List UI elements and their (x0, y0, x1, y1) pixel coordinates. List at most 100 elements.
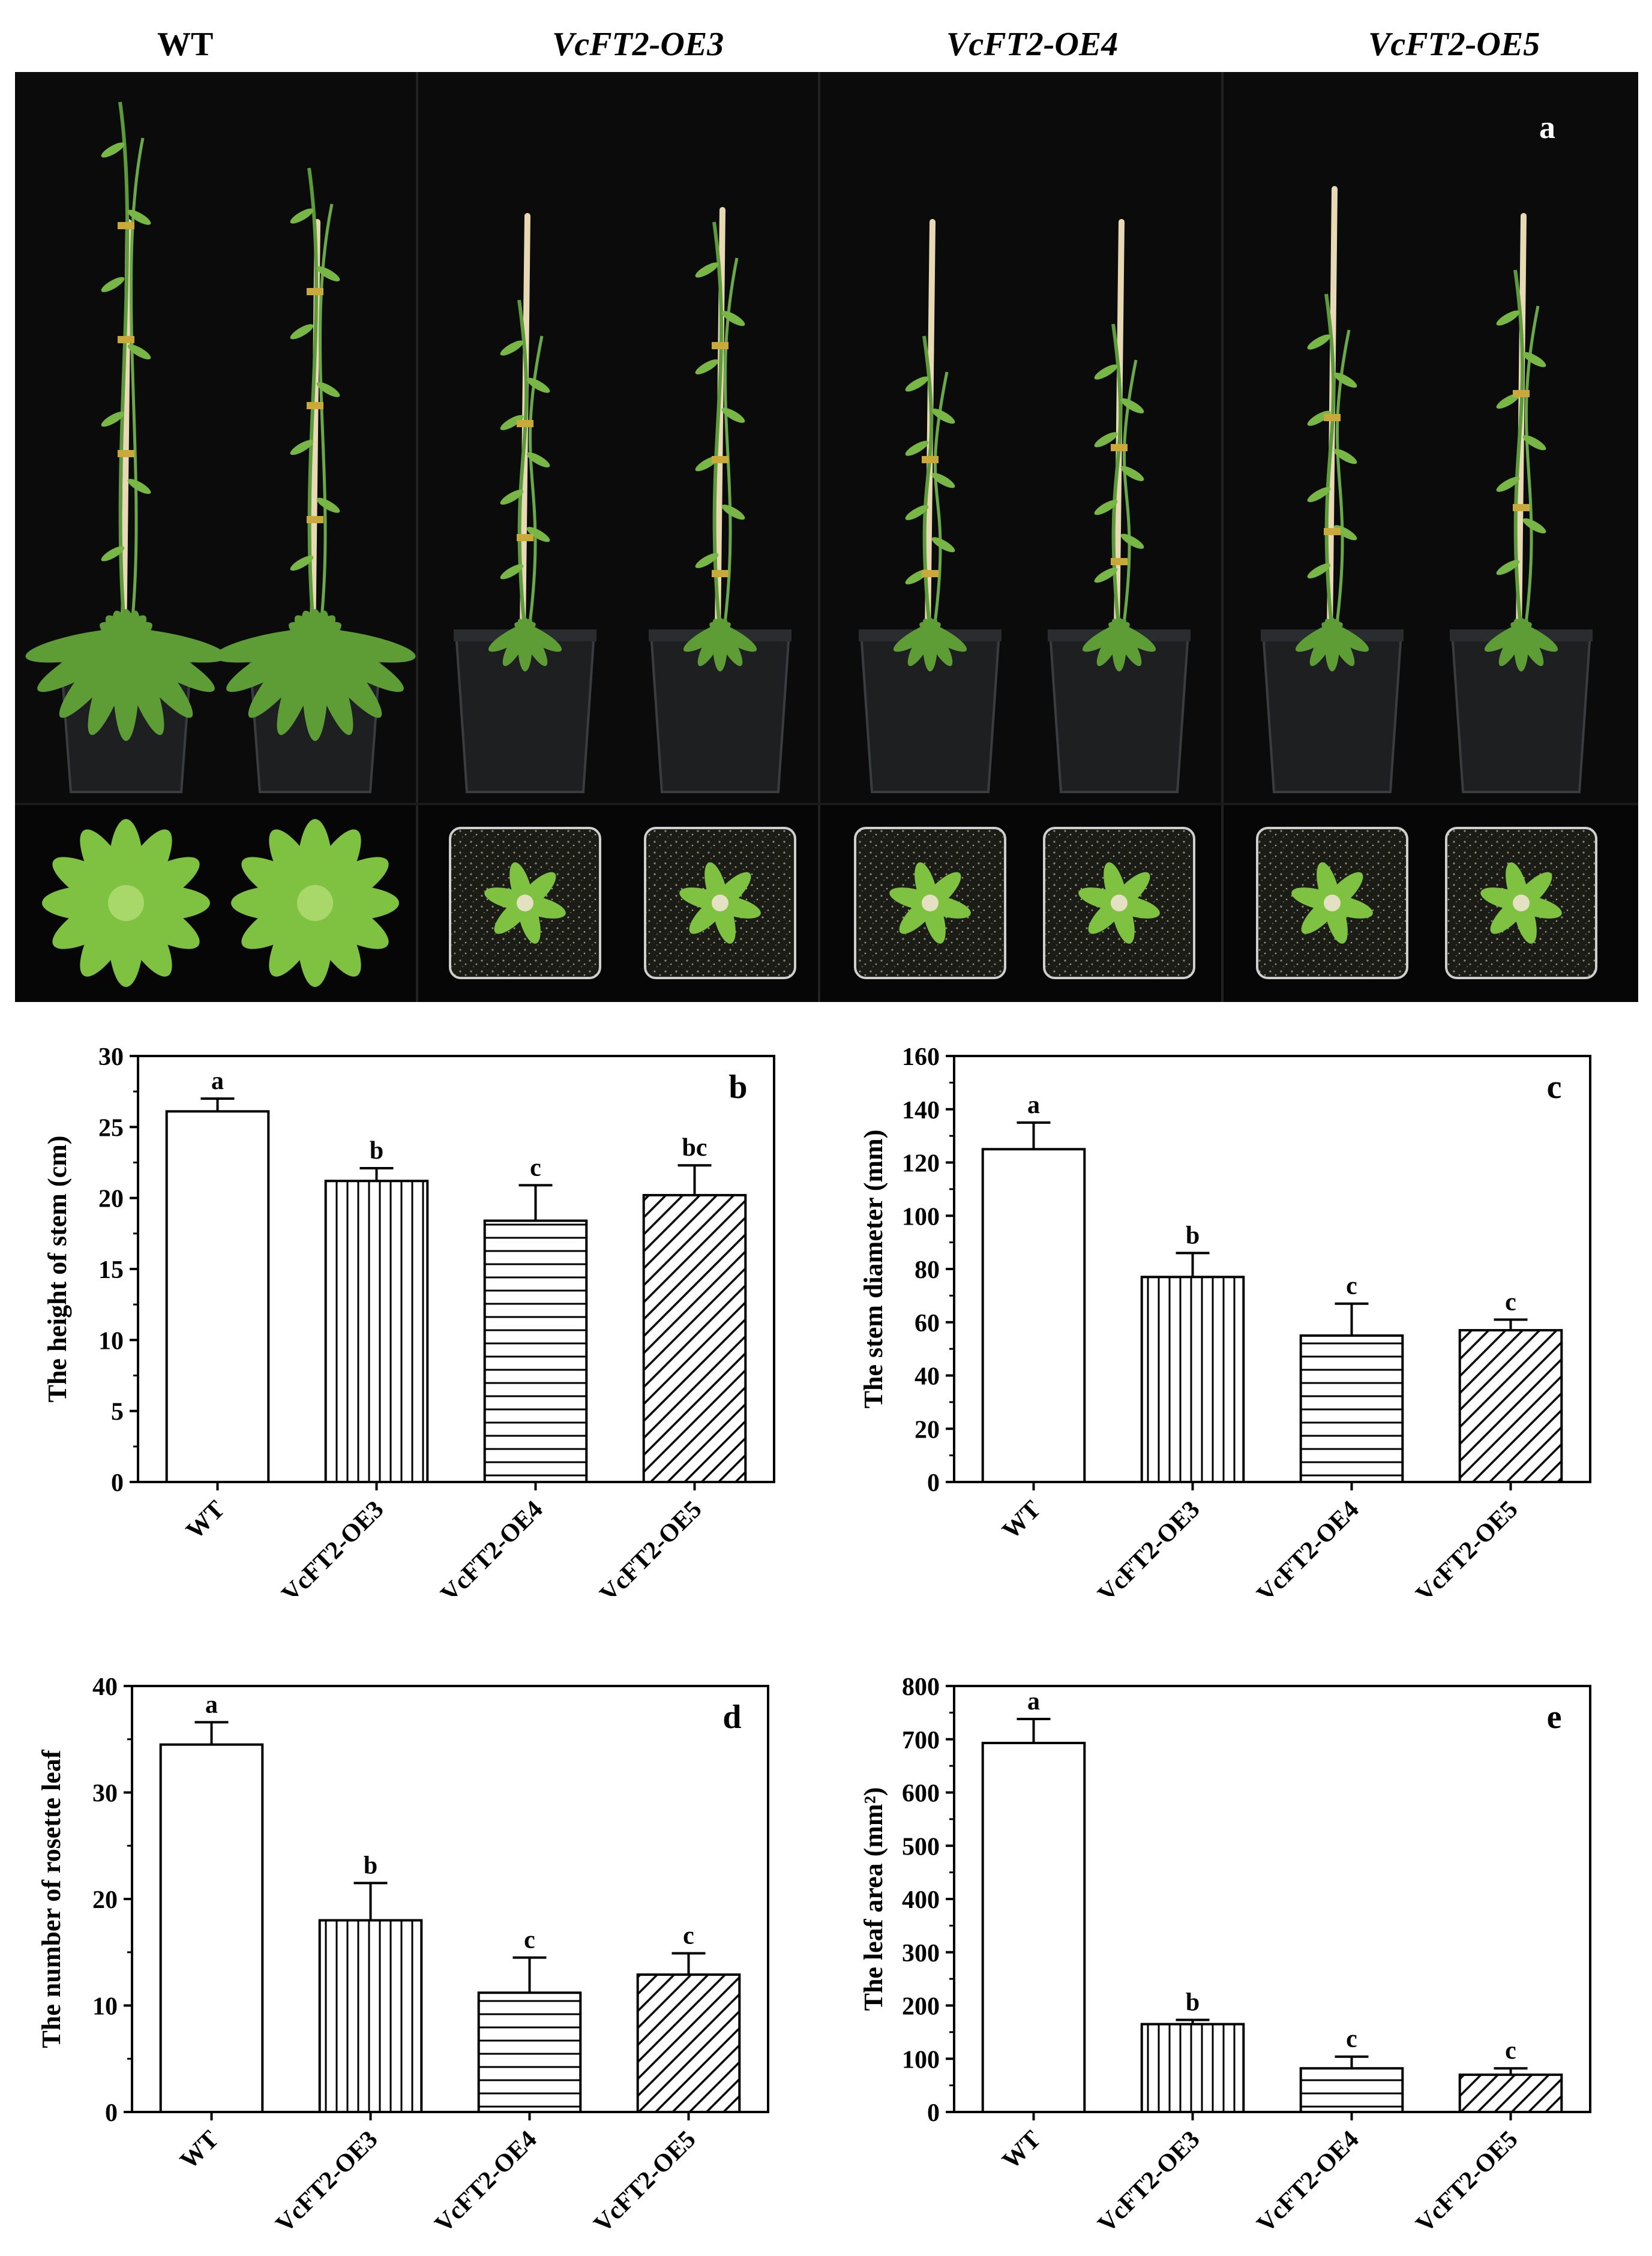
y-tick-label: 30 (98, 1043, 124, 1071)
y-tick-label: 600 (902, 1780, 940, 1808)
significance-label: bc (682, 1134, 707, 1162)
top-view-pot (854, 827, 1006, 979)
plant-3 (449, 213, 601, 979)
significance-label: c (1346, 2026, 1357, 2053)
x-tick-label: WT (997, 2126, 1047, 2175)
y-tick-label: 140 (902, 1097, 940, 1124)
bar-vcft2-oe3 (1140, 2023, 1245, 2113)
significance-label: b (364, 1852, 377, 1879)
significance-label: c (530, 1154, 541, 1181)
bar-vcft2-oe3 (324, 1180, 429, 1483)
y-tick-label: 20 (92, 1886, 118, 1914)
y-tick-label: 200 (902, 1993, 940, 2021)
x-tick-label: VcFT2-OE5 (595, 1496, 707, 1596)
panel-letter-b: b (728, 1069, 747, 1106)
plant-5 (854, 219, 1006, 979)
genotype-label-wt: WT (157, 26, 214, 63)
bar-vcft2-oe4 (477, 1991, 582, 2114)
chart-stem-diameter: 0 20 40 60 80 100 120 140 160 The stem diameter (… (859, 1043, 1591, 1596)
chart-stem-height: 0 5 10 15 20 25 30 The height of stem (cm) a WT b V… (43, 1043, 775, 1596)
panel-letter-e: e (1547, 1699, 1562, 1736)
top-view-pot (449, 827, 601, 979)
y-tick-label: 700 (902, 1727, 940, 1754)
x-tick-label: VcFT2-OE3 (1093, 2126, 1206, 2239)
genotype-label-oe4: VcFT2-OE4 (946, 26, 1119, 63)
bar-vcft2-oe5 (1458, 1329, 1563, 1483)
top-view-pot (1445, 827, 1597, 979)
y-tick-label: 60 (915, 1310, 940, 1337)
y-tick-label: 500 (902, 1833, 940, 1861)
significance-label: c (1505, 1288, 1516, 1316)
y-axis-label: The number of rosette leaf (37, 1749, 66, 2048)
y-tick-label: 40 (915, 1363, 940, 1391)
y-tick-label: 80 (915, 1256, 940, 1284)
y-tick-label: 10 (92, 1993, 118, 2021)
y-tick-label: 15 (98, 1256, 124, 1284)
genotype-label-oe5: VcFT2-OE5 (1368, 26, 1540, 63)
x-tick-label: VcFT2-OE5 (589, 2126, 701, 2239)
significance-label: c (524, 1927, 535, 1954)
y-axis-label: The height of stem (cm) (43, 1136, 72, 1403)
x-tick-label: VcFT2-OE5 (1411, 1496, 1524, 1596)
y-tick-label: 100 (902, 2046, 940, 2074)
x-tick-label: VcFT2-OE4 (436, 1496, 548, 1596)
significance-label: b (1186, 1988, 1200, 2016)
bar-wt (165, 1110, 270, 1484)
y-axis-label: The leaf area (mm²) (859, 1787, 888, 2011)
plant-4 (644, 207, 796, 979)
panel-letter-a: a (1539, 109, 1555, 145)
y-tick-label: 20 (915, 1416, 940, 1444)
chart-rosette-leaf-number: 0 10 20 30 40 The number of rosette leaf a WT b V… (37, 1673, 769, 2239)
plant-2 (214, 167, 416, 987)
significance-label: a (211, 1067, 224, 1095)
plant-8 (1445, 213, 1597, 979)
top-view-pot (1256, 827, 1408, 979)
y-tick-label: 300 (902, 1940, 940, 1967)
y-axis-label: The stem diameter (mm) (859, 1130, 888, 1409)
bar-vcft2-oe4 (1299, 1334, 1404, 1483)
panel-letter-c: c (1547, 1069, 1562, 1106)
y-tick-label: 10 (98, 1327, 124, 1355)
y-tick-label: 800 (902, 1673, 940, 1701)
y-tick-label: 100 (902, 1203, 940, 1231)
y-tick-label: 120 (902, 1150, 940, 1178)
x-tick-label: VcFT2-OE3 (1093, 1496, 1206, 1596)
y-tick-label: 25 (98, 1114, 124, 1142)
bar-vcft2-oe3 (318, 1919, 423, 2113)
y-tick-label: 5 (111, 1399, 124, 1426)
y-tick-label: 0 (927, 2099, 940, 2127)
plant-6 (1043, 219, 1195, 979)
top-view-rosette (231, 819, 399, 987)
top-view-pot (644, 827, 796, 979)
y-tick-label: 0 (105, 2099, 118, 2127)
y-tick-label: 40 (92, 1673, 118, 1701)
bar-wt (981, 1741, 1086, 2113)
bar-wt (981, 1148, 1086, 1483)
y-tick-label: 400 (902, 1886, 940, 1914)
x-tick-label: VcFT2-OE4 (1252, 1496, 1365, 1596)
bar-vcft2-oe5 (1458, 2073, 1563, 2113)
x-tick-label: WT (181, 1496, 230, 1545)
y-tick-label: 20 (98, 1186, 124, 1213)
bar-wt (159, 1743, 264, 2113)
x-tick-label: WT (997, 1496, 1047, 1545)
top-view-rosette (42, 819, 210, 987)
significance-label: b (1186, 1222, 1200, 1249)
y-tick-label: 0 (927, 1469, 940, 1497)
x-tick-label: VcFT2-OE5 (1411, 2126, 1524, 2239)
significance-label: b (370, 1137, 383, 1165)
panel-letter-d: d (722, 1699, 741, 1736)
x-tick-label: VcFT2-OE3 (277, 1496, 389, 1596)
x-tick-label: VcFT2-OE4 (1252, 2126, 1365, 2239)
plant-1 (25, 101, 227, 987)
bar-vcft2-oe3 (1140, 1276, 1245, 1483)
significance-label: a (1027, 1091, 1040, 1119)
bar-vcft2-oe4 (1299, 2067, 1404, 2113)
significance-label: a (1027, 1688, 1040, 1715)
significance-label: c (1346, 1273, 1357, 1300)
bar-vcft2-oe5 (636, 1973, 741, 2114)
significance-label: c (683, 1922, 694, 1950)
x-tick-label: VcFT2-OE4 (430, 2126, 542, 2239)
genotype-label-oe3: VcFT2-OE3 (552, 26, 724, 63)
significance-label: a (205, 1691, 218, 1718)
